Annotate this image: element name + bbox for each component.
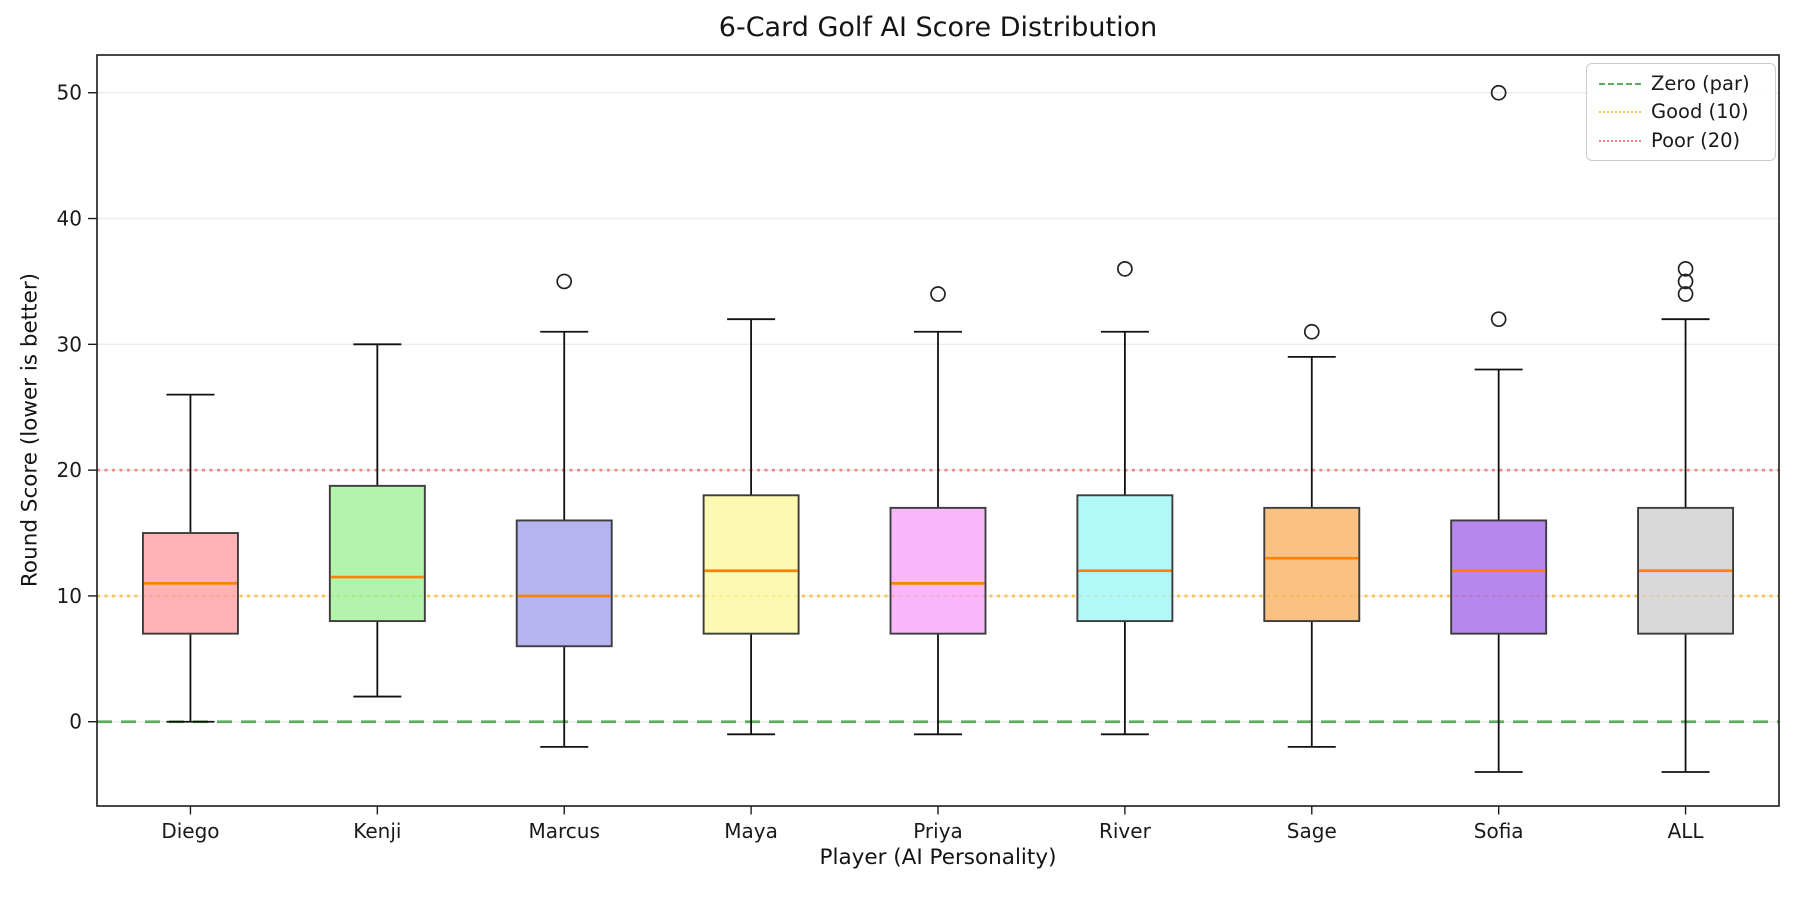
y-tick-label: 50 bbox=[57, 81, 82, 105]
iqr-box bbox=[702, 494, 800, 635]
x-tick-label: Diego bbox=[161, 819, 219, 843]
y-axis-label: Round Score (lower is better) bbox=[17, 272, 43, 588]
iqr-box bbox=[1263, 506, 1361, 623]
boxplot-kenji: Kenji bbox=[328, 343, 426, 843]
boxplot-river: River bbox=[1076, 261, 1174, 843]
boxplot-marcus: Marcus bbox=[515, 273, 613, 843]
legend: Zero (par) Good (10) Poor (20) bbox=[1586, 63, 1776, 162]
outlier-marker bbox=[1117, 261, 1133, 277]
boxplot-maya: Maya bbox=[702, 318, 800, 843]
x-tick-label: Marcus bbox=[529, 819, 600, 843]
x-tick-label: Sofia bbox=[1474, 819, 1524, 843]
x-tick-label: Kenji bbox=[353, 819, 401, 843]
outlier-marker bbox=[1490, 311, 1507, 328]
outlier-marker bbox=[930, 286, 946, 302]
legend-label-good: Good (10) bbox=[1651, 100, 1749, 124]
iqr-box bbox=[1076, 494, 1174, 623]
x-tick-label: Sage bbox=[1287, 819, 1337, 843]
boxplot-all: ALL bbox=[1637, 261, 1735, 843]
y-tick-label: 40 bbox=[57, 207, 82, 231]
boxplot-priya: Priya bbox=[889, 286, 987, 843]
outlier-marker bbox=[1677, 273, 1694, 290]
outlier-marker bbox=[1677, 286, 1694, 302]
plot-border bbox=[96, 54, 1780, 807]
y-tick-label: 30 bbox=[57, 332, 82, 356]
legend-item-good: Good (10) bbox=[1599, 100, 1763, 124]
y-axis-ticks: 0 10 20 30 40 50 bbox=[57, 81, 97, 734]
zero-line-swatch bbox=[1599, 82, 1641, 85]
y-tick-label: 20 bbox=[57, 458, 82, 482]
legend-label-zero: Zero (par) bbox=[1651, 72, 1750, 95]
legend-item-poor: Poor (20) bbox=[1599, 128, 1763, 152]
outlier-marker bbox=[1490, 84, 1507, 101]
poor-line-swatch bbox=[1599, 139, 1641, 142]
boxplot-sage: Sage bbox=[1263, 323, 1361, 843]
iqr-box bbox=[1450, 519, 1548, 635]
x-tick-label: Maya bbox=[724, 819, 778, 843]
good-line-swatch bbox=[1599, 111, 1641, 114]
x-tick-label: ALL bbox=[1668, 819, 1705, 843]
y-tick-label: 10 bbox=[57, 584, 82, 608]
boxplot-diego: Diego bbox=[141, 393, 239, 843]
iqr-box bbox=[515, 519, 613, 648]
x-tick-label: Priya bbox=[913, 819, 963, 843]
outlier-marker bbox=[556, 273, 573, 290]
iqr-box bbox=[889, 506, 987, 635]
x-axis-label: Player (AI Personality) bbox=[819, 845, 1057, 870]
legend-label-poor: Poor (20) bbox=[1651, 128, 1741, 152]
boxplot-sofia: Sofia bbox=[1450, 84, 1548, 843]
outlier-marker bbox=[1677, 261, 1694, 277]
y-tick-label: 0 bbox=[69, 710, 82, 734]
iqr-box bbox=[328, 484, 426, 623]
outlier-marker bbox=[1303, 323, 1320, 340]
chart-title: 6-Card Golf AI Score Distribution bbox=[718, 12, 1158, 43]
x-tick-label: River bbox=[1099, 819, 1152, 843]
legend-item-zero: Zero (par) bbox=[1599, 73, 1763, 94]
